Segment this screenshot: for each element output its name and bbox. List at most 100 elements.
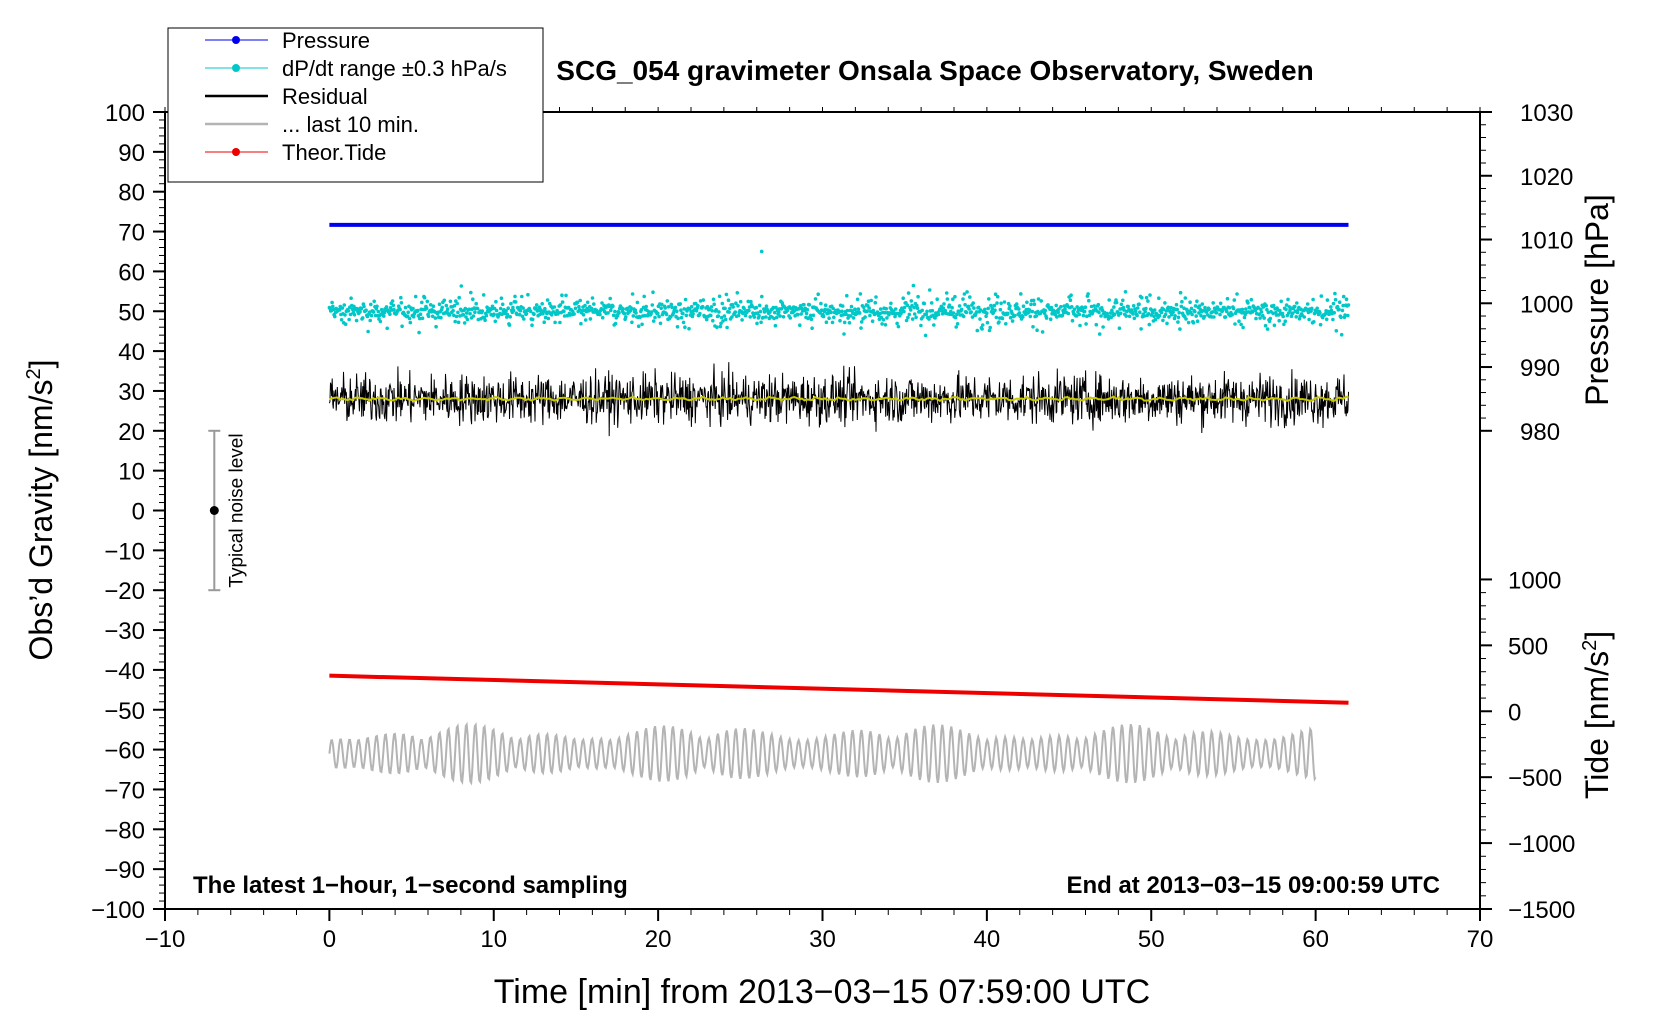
dpdt-point: [418, 312, 423, 317]
dpdt-point: [932, 323, 936, 327]
dpdt-point: [902, 305, 907, 310]
dpdt-point: [1194, 314, 1198, 318]
dpdt-point: [473, 310, 477, 315]
dpdt-point: [420, 300, 424, 305]
dpdt-point: [1281, 314, 1285, 319]
y-tick-label: 50: [118, 299, 145, 326]
dpdt-point: [927, 317, 931, 321]
dpdt-point: [681, 320, 686, 325]
legend-label: Pressure: [282, 28, 370, 53]
dpdt-point: [585, 300, 590, 305]
y-tick-label: 80: [118, 180, 145, 207]
dpdt-point: [1280, 311, 1285, 316]
y-tick-label: 30: [118, 379, 145, 406]
dpdt-point: [1171, 310, 1175, 315]
dpdt-point: [1053, 309, 1057, 314]
dpdt-point: [471, 314, 476, 318]
dpdt-point: [1289, 314, 1294, 319]
x-axis-label: Time [min] from 2013−03−15 07:59:00 UTC: [494, 973, 1150, 1011]
dpdt-point: [1147, 322, 1152, 327]
dpdt-point: [542, 320, 546, 325]
dpdt-point: [1019, 292, 1023, 296]
dpdt-point: [1200, 302, 1205, 306]
dpdt-point: [558, 303, 563, 307]
plot-frame: [164, 111, 1481, 910]
dpdt-point: [807, 303, 812, 307]
dpdt-point: [630, 292, 635, 296]
y-axis-label-tide-close: ]: [1579, 631, 1615, 640]
dpdt-point: [1184, 317, 1188, 321]
dpdt-point: [696, 304, 700, 308]
dpdt-point: [831, 306, 835, 311]
dpdt-point: [1331, 301, 1336, 306]
dpdt-point: [1069, 293, 1073, 298]
dpdt-point: [857, 311, 862, 315]
dpdt-point: [950, 305, 954, 310]
dpdt-point: [375, 304, 379, 309]
dpdt-point: [640, 322, 644, 327]
dpdt-point: [704, 317, 709, 322]
dpdt-point: [799, 312, 803, 316]
dpdt-point: [993, 292, 998, 297]
dpdt-point: [922, 301, 927, 306]
x-tick-label: 60: [1302, 926, 1329, 953]
dpdt-point: [631, 314, 636, 318]
dpdt-point: [1239, 322, 1243, 327]
dpdt-point: [912, 305, 916, 310]
dpdt-point: [912, 312, 917, 316]
dpdt-point: [711, 297, 716, 302]
dpdt-point: [954, 325, 958, 329]
dpdt-point: [462, 321, 467, 325]
dpdt-point: [634, 311, 638, 315]
dpdt-point: [689, 304, 694, 309]
dpdt-point: [823, 307, 827, 312]
dpdt-point: [1337, 300, 1342, 305]
dpdt-point: [845, 293, 849, 298]
dpdt-point: [961, 297, 965, 301]
dpdt-point: [923, 333, 928, 338]
dpdt-point: [723, 306, 727, 311]
legend-item: Pressure: [205, 28, 370, 53]
dpdt-point: [1031, 298, 1036, 303]
dpdt-point: [722, 314, 727, 318]
dpdt-point: [983, 307, 987, 312]
dpdt-point: [420, 316, 425, 321]
dpdt-point: [364, 308, 368, 313]
dpdt-point: [1132, 316, 1137, 321]
dpdt-point: [1329, 308, 1334, 313]
dpdt-point: [615, 313, 620, 318]
dpdt-point: [1089, 304, 1094, 309]
dpdt-point: [980, 323, 985, 327]
dpdt-point: [1070, 305, 1074, 309]
dpdt-point: [1305, 302, 1310, 306]
dpdt-point: [464, 311, 469, 315]
dpdt-point: [331, 304, 335, 309]
dpdt-point: [1083, 305, 1088, 310]
dpdt-point: [1271, 303, 1276, 308]
dpdt-point: [1068, 298, 1073, 303]
dpdt-point: [762, 310, 767, 314]
dpdt-point: [849, 304, 854, 309]
dpdt-point: [1341, 303, 1345, 308]
dpdt-point: [524, 312, 529, 316]
dpdt-point: [530, 317, 535, 322]
y-tick-label: −20: [104, 578, 145, 605]
dpdt-point: [1254, 316, 1258, 321]
dpdt-point: [669, 302, 674, 307]
y-tick-label: −60: [104, 738, 145, 765]
pressure-tick-label: 1000: [1520, 291, 1573, 318]
dpdt-point: [660, 302, 664, 307]
dpdt-point: [422, 295, 427, 300]
dpdt-point: [385, 326, 390, 331]
dpdt-point: [968, 295, 972, 299]
dpdt-point: [1161, 307, 1166, 312]
dpdt-point: [352, 312, 357, 317]
dpdt-point: [1329, 305, 1333, 309]
dpdt-point: [1056, 310, 1060, 315]
dpdt-point: [1268, 316, 1273, 321]
dpdt-point: [840, 309, 844, 314]
dpdt-point: [883, 310, 887, 315]
dpdt-point: [1042, 311, 1047, 316]
dpdt-point: [971, 301, 975, 305]
dpdt-point: [1008, 304, 1012, 308]
